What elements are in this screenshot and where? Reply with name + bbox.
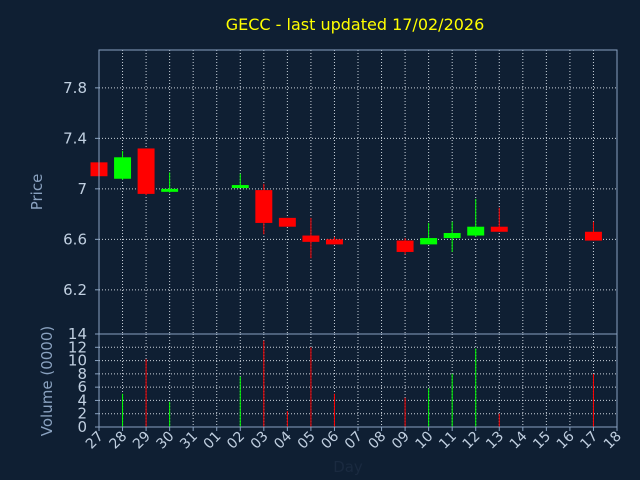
x-tick-label: 14 [507,428,531,452]
x-tick-label: 09 [389,429,413,453]
volume-tick-label: 10 [68,352,87,370]
price-tick-label: 7 [77,180,87,198]
x-tick-label: 15 [530,429,554,453]
candle-body [302,235,320,242]
candle-body [490,226,508,232]
price-panel: 6.2 6.6 7 7.4 7.8 [63,49,618,335]
x-tick-label: 30 [154,429,178,453]
x-tick-label: 12 [460,429,484,453]
price-tick-label: 6.6 [63,230,87,248]
price-tick-label: 7.8 [63,79,87,97]
x-tick-label: 28 [106,429,130,453]
candle-body [420,238,438,245]
candle-body [584,231,602,241]
x-tick-label: 31 [177,429,201,453]
x-tick-label: 04 [271,428,295,452]
x-tick-label: 11 [436,429,460,453]
price-axis-label: Price [28,174,46,211]
volume-axis-label: Volume (0000) [38,326,56,436]
candle-body [161,188,179,192]
x-tick-label: 05 [295,429,319,453]
volume-tick-label: 14 [68,325,87,343]
price-tick-label: 7.4 [63,129,87,147]
candle-body [278,217,296,227]
candle-body [443,233,461,239]
x-tick-label: 03 [248,429,272,453]
chart-title: GECC - last updated 17/02/2026 [226,15,485,34]
candle-body [255,190,273,223]
x-tick-label: 16 [554,428,578,452]
candle-body [467,226,485,236]
candle-body [137,148,155,194]
x-tick-label: 07 [342,429,366,453]
x-tick-label: 17 [577,429,601,453]
x-tick-label: 02 [224,429,248,453]
x-tick-label: 08 [365,429,389,453]
x-tick-label: 18 [601,429,625,453]
x-tick-label: 06 [318,428,342,452]
x-tick-label: 13 [483,429,507,453]
volume-tick-label: 2 [77,405,87,423]
x-tick-label: 29 [130,429,154,453]
candle-body [231,185,249,189]
volume-tick-label: 8 [77,365,87,383]
x-tick-label: 01 [201,429,225,453]
volume-tick-label: 4 [77,391,87,409]
x-tick-label: 10 [413,429,437,453]
candle-body [396,240,414,252]
candle-body [114,157,132,179]
volume-tick-label: 6 [77,378,87,396]
volume-tick-label: 0 [77,418,87,436]
price-tick-label: 6.2 [63,281,87,299]
x-axis-label: Day [333,458,363,476]
candle-body [325,239,343,245]
volume-frame [98,333,618,428]
x-axis: 27 28 29 30 31 01 02 03 04 05 06 07 08 09 10 11 12 13 14 15… [83,427,625,452]
volume-tick-label: 12 [68,338,87,356]
